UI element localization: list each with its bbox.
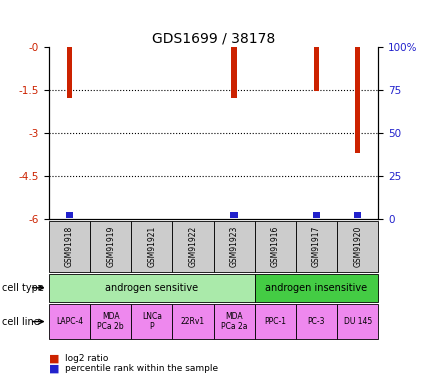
Text: GSM91916: GSM91916 — [271, 226, 280, 267]
Text: log2 ratio: log2 ratio — [65, 354, 108, 363]
Text: cell line: cell line — [2, 316, 40, 327]
Bar — [90, 221, 131, 272]
Text: percentile rank within the sample: percentile rank within the sample — [65, 364, 218, 373]
Text: 22Rv1: 22Rv1 — [181, 317, 205, 326]
Bar — [255, 304, 296, 339]
Bar — [296, 304, 337, 339]
Bar — [255, 221, 296, 272]
Text: DU 145: DU 145 — [343, 317, 372, 326]
Bar — [67, 47, 72, 98]
Bar — [314, 47, 319, 92]
Bar — [131, 304, 173, 339]
Text: PC-3: PC-3 — [308, 317, 325, 326]
Text: GSM91921: GSM91921 — [147, 226, 156, 267]
Bar — [230, 211, 238, 218]
Bar — [255, 274, 378, 302]
Text: GSM91923: GSM91923 — [230, 226, 239, 267]
Bar — [354, 211, 361, 218]
Text: cell type: cell type — [2, 283, 44, 293]
Text: GSM91917: GSM91917 — [312, 226, 321, 267]
Bar — [90, 304, 131, 339]
Title: GDS1699 / 38178: GDS1699 / 38178 — [152, 32, 275, 46]
Bar — [337, 221, 378, 272]
Text: MDA
PCa 2b: MDA PCa 2b — [97, 312, 124, 331]
Bar — [313, 211, 320, 218]
Text: androgen insensitive: androgen insensitive — [266, 283, 368, 293]
Bar — [337, 304, 378, 339]
Bar — [49, 274, 255, 302]
Text: GSM91919: GSM91919 — [106, 226, 115, 267]
Bar — [296, 221, 337, 272]
Bar — [66, 211, 73, 218]
Text: ■: ■ — [49, 354, 60, 364]
Text: GSM91920: GSM91920 — [353, 226, 362, 267]
Bar — [49, 304, 90, 339]
Bar — [131, 221, 173, 272]
Text: GSM91922: GSM91922 — [188, 226, 198, 267]
Bar — [213, 304, 255, 339]
Text: androgen sensitive: androgen sensitive — [105, 283, 198, 293]
Bar — [49, 221, 90, 272]
Text: LNCa
P: LNCa P — [142, 312, 162, 331]
Bar — [232, 47, 237, 98]
Text: ■: ■ — [49, 364, 60, 374]
Text: GSM91918: GSM91918 — [65, 226, 74, 267]
Text: LAPC-4: LAPC-4 — [56, 317, 83, 326]
Bar — [173, 304, 213, 339]
Bar — [213, 221, 255, 272]
Bar — [355, 47, 360, 153]
Bar — [173, 221, 213, 272]
Text: PPC-1: PPC-1 — [264, 317, 286, 326]
Text: MDA
PCa 2a: MDA PCa 2a — [221, 312, 247, 331]
